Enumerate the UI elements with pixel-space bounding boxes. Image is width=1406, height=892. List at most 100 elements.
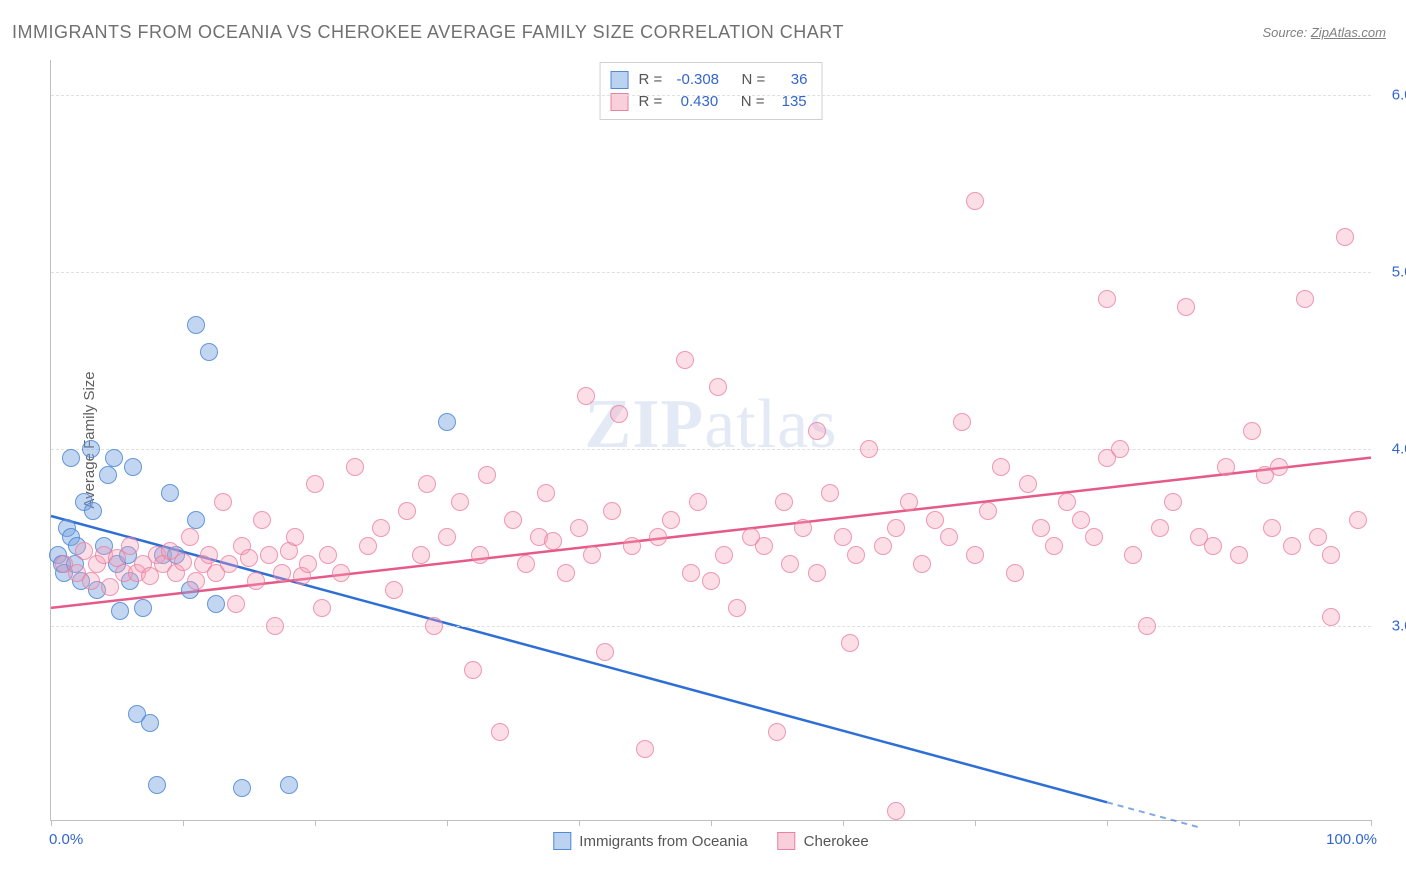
- point-cherokee: [794, 519, 812, 537]
- point-cherokee: [273, 564, 291, 582]
- point-cherokee: [451, 493, 469, 511]
- point-cherokee: [101, 578, 119, 596]
- point-cherokee: [860, 440, 878, 458]
- y-tick-label: 3.00: [1377, 617, 1406, 634]
- point-cherokee: [689, 493, 707, 511]
- point-cherokee: [1296, 290, 1314, 308]
- point-cherokee: [610, 405, 628, 423]
- point-cherokee: [319, 546, 337, 564]
- point-cherokee: [187, 572, 205, 590]
- point-oceania: [187, 316, 205, 334]
- point-oceania: [280, 776, 298, 794]
- point-cherokee: [517, 555, 535, 573]
- point-cherokee: [1164, 493, 1182, 511]
- point-cherokee: [623, 537, 641, 555]
- point-cherokee: [181, 528, 199, 546]
- x-tick: [711, 820, 712, 826]
- point-cherokee: [676, 351, 694, 369]
- point-cherokee: [372, 519, 390, 537]
- source-link[interactable]: ZipAtlas.com: [1311, 25, 1386, 40]
- point-oceania: [438, 413, 456, 431]
- point-cherokee: [728, 599, 746, 617]
- y-tick-label: 6.00: [1377, 87, 1406, 104]
- point-cherokee: [214, 493, 232, 511]
- point-cherokee: [768, 723, 786, 741]
- point-cherokee: [1217, 458, 1235, 476]
- point-cherokee: [775, 493, 793, 511]
- point-cherokee: [332, 564, 350, 582]
- point-cherokee: [1270, 458, 1288, 476]
- point-cherokee: [1283, 537, 1301, 555]
- point-cherokee: [412, 546, 430, 564]
- point-cherokee: [1322, 546, 1340, 564]
- point-cherokee: [841, 634, 859, 652]
- x-tick: [51, 820, 52, 826]
- point-cherokee: [662, 511, 680, 529]
- point-cherokee: [174, 553, 192, 571]
- x-tick: [1107, 820, 1108, 826]
- point-oceania: [84, 502, 102, 520]
- point-cherokee: [220, 555, 238, 573]
- point-cherokee: [306, 475, 324, 493]
- point-oceania: [134, 599, 152, 617]
- x-tick: [315, 820, 316, 826]
- point-cherokee: [926, 511, 944, 529]
- x-tick: [183, 820, 184, 826]
- point-cherokee: [992, 458, 1010, 476]
- point-cherokee: [1177, 298, 1195, 316]
- trend-lines: [51, 60, 1371, 820]
- point-cherokee: [478, 466, 496, 484]
- point-cherokee: [1309, 528, 1327, 546]
- point-cherokee: [418, 475, 436, 493]
- point-cherokee: [346, 458, 364, 476]
- point-cherokee: [247, 572, 265, 590]
- point-cherokee: [953, 413, 971, 431]
- x-tick: [579, 820, 580, 826]
- x-tick: [843, 820, 844, 826]
- plot-area: Average Family Size ZIPatlas R = -0.308 …: [50, 60, 1371, 821]
- x-axis-max-label: 100.0%: [1326, 831, 1377, 848]
- point-cherokee: [808, 564, 826, 582]
- point-cherokee: [577, 387, 595, 405]
- point-cherokee: [286, 528, 304, 546]
- point-cherokee: [682, 564, 700, 582]
- point-cherokee: [299, 555, 317, 573]
- point-cherokee: [1230, 546, 1248, 564]
- point-cherokee: [847, 546, 865, 564]
- point-cherokee: [874, 537, 892, 555]
- point-cherokee: [755, 537, 773, 555]
- point-cherokee: [1032, 519, 1050, 537]
- point-cherokee: [1204, 537, 1222, 555]
- y-tick-label: 4.00: [1377, 440, 1406, 457]
- point-cherokee: [1045, 537, 1063, 555]
- point-cherokee: [1151, 519, 1169, 537]
- point-oceania: [148, 776, 166, 794]
- point-cherokee: [1072, 511, 1090, 529]
- point-cherokee: [702, 572, 720, 590]
- point-cherokee: [808, 422, 826, 440]
- point-cherokee: [385, 581, 403, 599]
- point-cherokee: [1263, 519, 1281, 537]
- point-cherokee: [1336, 228, 1354, 246]
- point-cherokee: [709, 378, 727, 396]
- point-oceania: [141, 714, 159, 732]
- x-tick: [1371, 820, 1372, 826]
- gridline: [51, 272, 1371, 273]
- point-oceania: [105, 449, 123, 467]
- point-cherokee: [570, 519, 588, 537]
- point-cherokee: [636, 740, 654, 758]
- point-cherokee: [1138, 617, 1156, 635]
- chart-title: IMMIGRANTS FROM OCEANIA VS CHEROKEE AVER…: [12, 22, 844, 43]
- point-cherokee: [1111, 440, 1129, 458]
- point-cherokee: [940, 528, 958, 546]
- point-cherokee: [464, 661, 482, 679]
- point-cherokee: [504, 511, 522, 529]
- x-tick: [1239, 820, 1240, 826]
- point-cherokee: [1124, 546, 1142, 564]
- point-cherokee: [200, 546, 218, 564]
- x-tick: [447, 820, 448, 826]
- point-oceania: [62, 449, 80, 467]
- stats-legend: R = -0.308 N = 36 R = 0.430 N = 135: [600, 62, 823, 120]
- point-cherokee: [900, 493, 918, 511]
- gridline: [51, 449, 1371, 450]
